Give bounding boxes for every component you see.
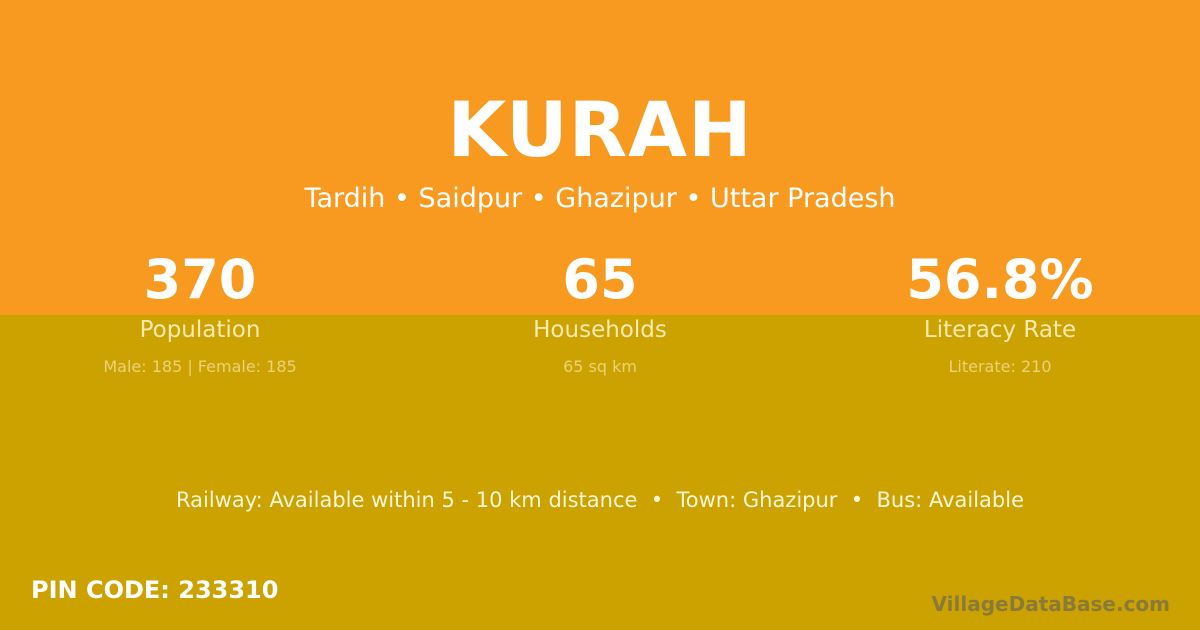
- stat-detail: Literate: 210: [948, 357, 1052, 376]
- stat-literacy: 56.8% Literacy Rate Literate: 210: [800, 248, 1200, 380]
- stat-population: 370 Population Male: 185 | Female: 185: [0, 248, 400, 380]
- stat-value: 65: [562, 248, 638, 311]
- brand-watermark: VillageDataBase.com: [931, 592, 1170, 616]
- stat-label: Population: [139, 317, 261, 343]
- pin-code: PIN CODE: 233310: [31, 576, 279, 604]
- village-name: KURAH: [447, 85, 753, 174]
- footer-band: [0, 315, 1200, 630]
- header-band: [0, 0, 1200, 315]
- stat-detail: 65 sq km: [563, 357, 637, 376]
- stat-label: Literacy Rate: [923, 317, 1077, 343]
- stat-households: 65 Households 65 sq km: [400, 248, 800, 380]
- stat-value: 370: [143, 248, 257, 311]
- stat-label: Households: [533, 317, 667, 343]
- facilities-line: Railway: Available within 5 - 10 km dist…: [176, 488, 1024, 512]
- stat-value: 56.8%: [906, 248, 1094, 311]
- stat-detail: Male: 185 | Female: 185: [103, 357, 297, 376]
- village-location: Tardih • Saidpur • Ghazipur • Uttar Prad…: [304, 183, 896, 214]
